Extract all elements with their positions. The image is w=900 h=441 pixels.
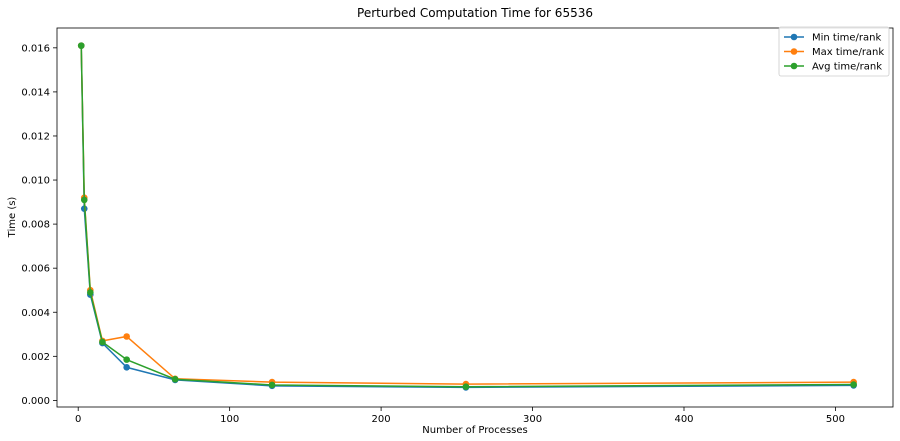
series-line xyxy=(80,45,854,388)
legend-label: Min time/rank xyxy=(812,33,881,44)
legend-swatch-marker xyxy=(790,33,798,41)
plot-frame xyxy=(56,27,894,408)
data-point xyxy=(99,338,106,346)
legend-swatch-marker xyxy=(790,62,798,70)
data-point xyxy=(80,196,88,204)
y-axis-label: Time (s) xyxy=(7,197,18,239)
data-point xyxy=(87,289,94,296)
x-tick-label: 400 xyxy=(674,414,693,425)
y-tick-label: 0.000 xyxy=(21,396,50,407)
legend-item: Max time/rank xyxy=(784,47,884,58)
legend: Min time/rank Max time/rank Avg time/rank xyxy=(778,26,890,77)
data-point xyxy=(268,381,276,389)
x-tick-label: 300 xyxy=(523,414,542,425)
x-axis-label: Number of Processes xyxy=(422,425,527,436)
data-point xyxy=(123,356,130,363)
y-tick-label: 0.016 xyxy=(21,43,50,54)
legend-swatch-marker xyxy=(790,48,798,55)
data-point xyxy=(123,364,130,371)
x-axis-ticks: 0 100 200 300 400 500 xyxy=(75,407,845,425)
y-tick-label: 0.010 xyxy=(21,176,50,187)
y-tick-label: 0.014 xyxy=(21,87,50,98)
y-tick-label: 0.012 xyxy=(21,131,50,142)
series-avg-time-rank xyxy=(77,42,857,391)
y-tick-label: 0.006 xyxy=(21,264,50,275)
legend-item: Avg time/rank xyxy=(784,62,882,73)
y-tick-label: 0.008 xyxy=(21,220,50,231)
series-line xyxy=(80,45,854,385)
legend-box xyxy=(778,26,890,77)
legend-item: Min time/rank xyxy=(784,33,881,44)
x-tick-label: 200 xyxy=(372,414,391,425)
legend-label: Avg time/rank xyxy=(812,62,882,73)
data-point xyxy=(123,333,130,340)
data-point xyxy=(462,383,470,391)
y-axis-ticks: 0.000 0.002 0.004 0.006 0.008 0.010 0.012 0.014… xyxy=(21,43,57,407)
x-tick-label: 100 xyxy=(220,414,239,425)
series-max-time-rank xyxy=(77,42,857,388)
series-layer xyxy=(77,42,857,391)
y-tick-label: 0.002 xyxy=(21,352,50,363)
series-line xyxy=(80,45,854,389)
data-point xyxy=(850,381,857,388)
series-min-time-rank xyxy=(77,42,857,391)
x-tick-label: 0 xyxy=(75,414,81,425)
data-point xyxy=(171,375,179,383)
y-tick-label: 0.004 xyxy=(21,308,50,319)
data-point xyxy=(77,42,85,49)
chart-title: Perturbed Computation Time for 65536 xyxy=(357,6,593,20)
x-tick-label: 500 xyxy=(826,414,845,425)
legend-label: Max time/rank xyxy=(812,47,884,58)
